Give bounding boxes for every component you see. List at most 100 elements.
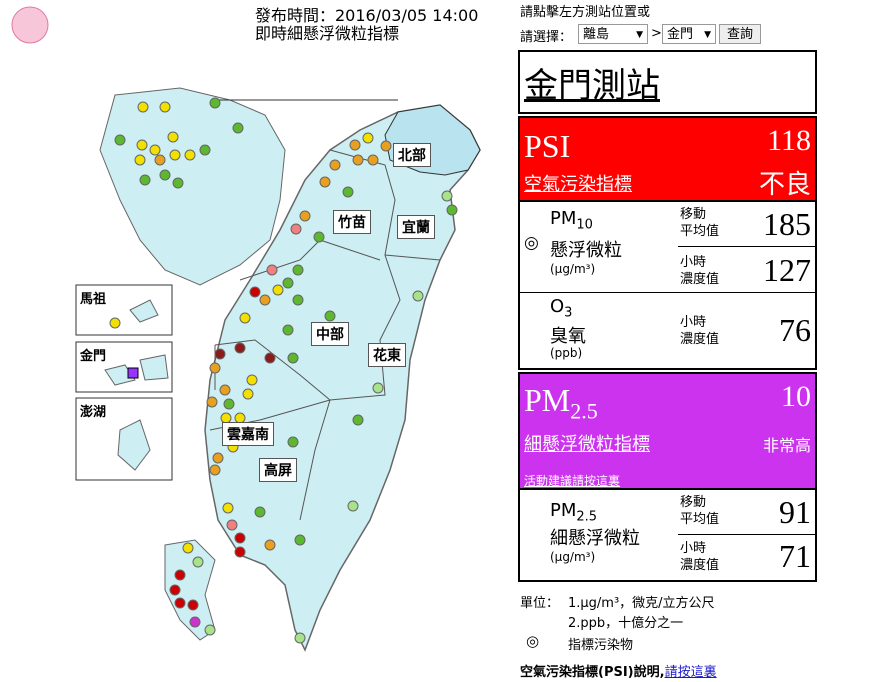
station-dot[interactable] <box>167 131 179 143</box>
pm25-detail: PM2.5 細懸浮微粒 (μg/m³) 移動 平均值 91 小時 濃度值 71 <box>518 490 817 582</box>
pm25-unit: (μg/m³) <box>550 550 596 564</box>
station-dot[interactable] <box>446 204 458 216</box>
separator: > <box>651 26 662 41</box>
station-dot[interactable] <box>287 436 299 448</box>
station-dot[interactable] <box>172 177 184 189</box>
region-label[interactable]: 高屏 <box>259 458 297 482</box>
label-line: 平均值 <box>680 224 720 239</box>
station-select[interactable]: 金門 ▼ <box>662 24 716 44</box>
station-dot[interactable] <box>209 362 221 374</box>
station-dot[interactable] <box>380 140 392 152</box>
station-dot[interactable] <box>239 312 251 324</box>
station-dot[interactable] <box>139 174 151 186</box>
station-dot[interactable] <box>324 310 336 322</box>
station-dot[interactable] <box>292 294 304 306</box>
station-dot[interactable] <box>189 616 201 628</box>
station-dot[interactable] <box>234 342 246 354</box>
station-dot[interactable] <box>264 352 276 364</box>
station-dot[interactable] <box>109 317 121 329</box>
advice-link[interactable]: 活動建議請按這裏 <box>524 474 621 488</box>
station-dot[interactable] <box>204 624 216 636</box>
station-dot[interactable] <box>329 159 341 171</box>
symbol: ◎ <box>524 233 539 253</box>
station-name[interactable]: 金門測站 <box>524 66 660 106</box>
station-dot[interactable] <box>349 139 361 151</box>
station-dot[interactable] <box>292 264 304 276</box>
station-dot[interactable] <box>249 286 261 298</box>
station-dot[interactable] <box>114 134 126 146</box>
station-dot[interactable] <box>149 144 161 156</box>
station-dot[interactable] <box>352 154 364 166</box>
region-label[interactable]: 宜蘭 <box>397 215 435 239</box>
station-dot[interactable] <box>367 154 379 166</box>
moving-label: 移動 平均值 <box>680 206 719 240</box>
station-dot[interactable] <box>222 502 234 514</box>
station-dot[interactable] <box>254 506 266 518</box>
station-dot[interactable] <box>209 97 221 109</box>
station-dot[interactable] <box>154 154 166 166</box>
station-dot[interactable] <box>159 101 171 113</box>
station-dot[interactable] <box>187 599 199 611</box>
psi-link[interactable]: 空氣污染指標 <box>524 174 632 195</box>
station-dot[interactable] <box>294 534 306 546</box>
hourly-label: 小時 濃度值 <box>680 314 719 348</box>
region-select[interactable]: 離島 ▼ <box>578 24 648 44</box>
station-dot[interactable] <box>372 382 384 394</box>
hourly-label: 小時 濃度值 <box>680 254 719 288</box>
station-dot[interactable] <box>242 388 254 400</box>
station-dot[interactable] <box>174 569 186 581</box>
station-dot[interactable] <box>226 519 238 531</box>
station-dot[interactable] <box>174 597 186 609</box>
region-label[interactable]: 竹苗 <box>333 210 371 234</box>
query-button[interactable]: 查詢 <box>719 24 761 44</box>
station-dot[interactable] <box>347 500 359 512</box>
region-label[interactable]: 中部 <box>311 322 349 346</box>
station-dot[interactable] <box>259 294 271 306</box>
station-dot[interactable] <box>223 398 235 410</box>
station-dot[interactable] <box>272 284 284 296</box>
station-dot[interactable] <box>246 374 258 386</box>
station-dot[interactable] <box>159 169 171 181</box>
region-label[interactable]: 北部 <box>393 143 431 167</box>
station-dot[interactable] <box>282 324 294 336</box>
station-dot[interactable] <box>184 149 196 161</box>
station-dot[interactable] <box>199 144 211 156</box>
station-dot[interactable] <box>234 546 246 558</box>
station-dot[interactable] <box>136 139 148 151</box>
station-dot[interactable] <box>282 277 294 289</box>
psi-status: 不良 <box>758 170 811 200</box>
station-dot[interactable] <box>342 186 354 198</box>
station-dot[interactable] <box>232 122 244 134</box>
station-dot[interactable] <box>212 452 224 464</box>
station-dot[interactable] <box>287 352 299 364</box>
region-label[interactable]: 雲嘉南 <box>222 422 274 446</box>
station-dot[interactable] <box>134 154 146 166</box>
station-dot[interactable] <box>137 101 149 113</box>
pm25-link[interactable]: 細懸浮微粒指標 <box>524 434 650 455</box>
station-dot[interactable] <box>264 539 276 551</box>
label-line: 小時 <box>680 315 707 330</box>
station-dot[interactable] <box>206 396 218 408</box>
station-dot[interactable] <box>266 264 278 276</box>
station-dot[interactable] <box>319 176 331 188</box>
station-dot[interactable] <box>352 414 364 426</box>
station-dot[interactable] <box>219 384 231 396</box>
psi-info-link[interactable]: 請按這裏 <box>664 665 717 680</box>
station-dot[interactable] <box>313 231 325 243</box>
station-dot[interactable] <box>169 149 181 161</box>
divider <box>678 534 815 535</box>
station-dot[interactable] <box>412 290 424 302</box>
station-dot[interactable] <box>290 223 302 235</box>
o3-unit: (ppb) <box>550 346 583 360</box>
station-dot[interactable] <box>294 632 306 644</box>
region-label[interactable]: 花東 <box>368 343 406 367</box>
station-dot[interactable] <box>209 464 221 476</box>
station-dot[interactable] <box>299 210 311 222</box>
station-dot[interactable] <box>192 556 204 568</box>
station-dot[interactable] <box>441 190 453 202</box>
station-dot[interactable] <box>362 132 374 144</box>
station-dot[interactable] <box>169 584 181 596</box>
station-dot[interactable] <box>234 532 246 544</box>
station-dot[interactable] <box>182 542 194 554</box>
station-dot[interactable] <box>214 348 226 360</box>
